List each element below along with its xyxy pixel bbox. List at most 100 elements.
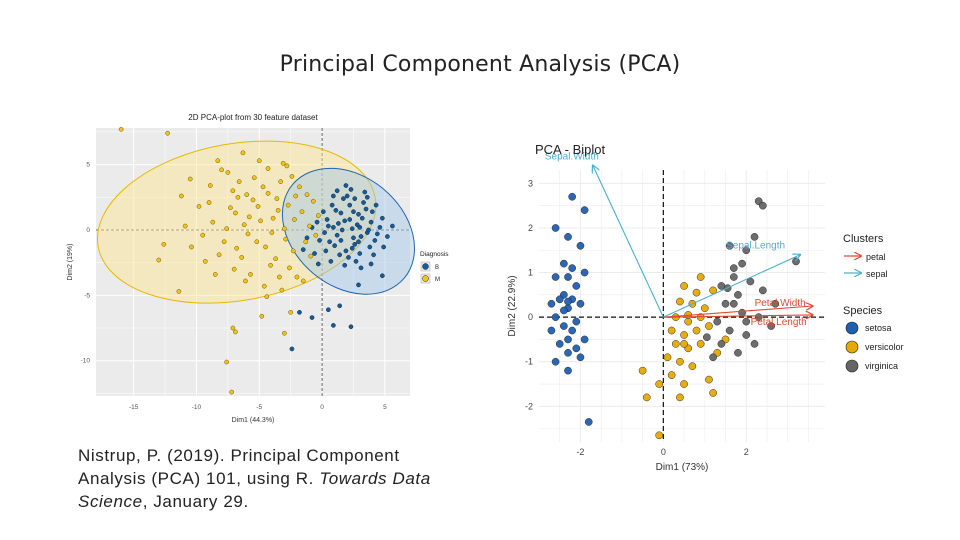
legend-title-clusters: Clusters [843,233,884,245]
data-point-versicolor [705,375,713,384]
y-tick-label: -2 [525,401,533,411]
data-point-B [342,262,348,268]
arrow-label: Sepal.Width [545,152,599,163]
data-point-B [371,252,376,258]
data-point-M [182,223,188,229]
data-point-M [233,210,238,216]
data-point-setosa [572,317,581,326]
data-point-virginica [738,259,746,268]
data-point-B [368,219,374,225]
data-point-virginica [738,308,746,317]
legend-marker-versicolor [845,340,859,354]
data-point-virginica [729,299,738,308]
data-point-M [206,200,212,205]
data-point-setosa [572,282,581,290]
data-point-M [265,191,271,196]
data-point-M [264,294,270,299]
pca-diagnosis-chart: -15 -10 -5 0 5 5 0 -5 -10 2D PCA-plot from 30 fea… [67,113,449,424]
data-point-M [277,274,282,280]
data-point-B [320,209,326,215]
arrow-label: Sepal.Length [726,241,785,252]
data-point-M [287,265,292,271]
data-point-M [299,209,305,215]
data-point-M [156,257,162,263]
data-point-B [346,255,351,260]
data-point-B [366,227,371,233]
data-point-M [234,245,240,251]
data-point-B [328,258,334,264]
data-point-M [228,205,233,211]
loading-arrow [593,166,664,318]
data-point-B [352,242,358,247]
data-point-B [312,251,317,256]
data-point-B [356,239,361,245]
legend-label: petal [866,252,886,262]
data-point-M [260,184,266,190]
data-point-M [161,242,167,247]
data-point-setosa [564,366,572,375]
data-point-M [303,239,309,245]
data-point-M [254,239,260,245]
data-point-setosa [580,206,589,214]
data-point-B [349,245,355,251]
data-point-B [381,244,386,250]
data-point-B [343,248,349,254]
data-point-M [255,204,261,209]
data-point-M [225,170,231,175]
data-point-virginica [725,326,734,335]
data-point-virginica [729,264,738,272]
data-point-B [339,227,345,233]
legend-label: setosa [865,323,892,333]
citation-journal: Towards Data Science [78,469,431,511]
data-point-B [372,238,378,243]
data-point-B [317,238,322,243]
data-point-M [297,184,302,190]
data-point-B [357,251,363,256]
x-axis-label: Dim1 (44.3%) [232,417,275,424]
data-point-virginica [729,273,738,281]
data-point-M [241,222,247,228]
data-point-M [189,244,194,250]
legend-marker-virginica [845,359,859,373]
data-point-M [283,236,289,242]
data-point-M [236,179,242,184]
data-point-M [292,217,297,222]
data-point-B [322,230,327,235]
data-point-virginica [771,299,780,308]
data-point-B [315,261,321,267]
data-point-setosa [560,259,568,268]
legend-label: M [435,277,440,283]
data-point-M [256,158,262,164]
data-point-M [219,167,224,173]
data-point-B [341,196,346,201]
data-point-setosa [551,273,560,281]
data-point-B [348,187,354,192]
data-point-B [385,234,390,239]
data-point-B [337,252,343,258]
data-point-versicolor [676,357,684,366]
data-point-M [165,130,170,136]
data-point-versicolor [692,288,701,297]
data-point-setosa [560,322,568,330]
data-point-M [274,196,280,201]
data-point-B [309,315,315,320]
data-point-B [326,307,331,313]
x-axis-label: Dim1 (73%) [656,462,709,473]
x-tick-label: -15 [129,404,139,411]
legend-marker-B [422,263,429,270]
data-point-M [269,230,275,235]
x-tick-label: 0 [320,404,324,411]
data-point-M [284,163,290,169]
data-point-M [202,258,208,264]
data-point-M [251,175,257,181]
data-point-setosa [555,340,564,348]
data-point-M [224,226,229,232]
pca-biplot-chart: Sepal.Width Sepal.Length Petal.Width Petal.… [507,142,904,473]
data-point-B [380,273,385,279]
data-point-virginica [767,322,775,330]
y-tick-label: -5 [84,292,90,299]
data-point-B [349,226,355,232]
data-point-versicolor [638,366,647,375]
data-point-M [118,126,124,132]
data-point-M [176,289,182,294]
